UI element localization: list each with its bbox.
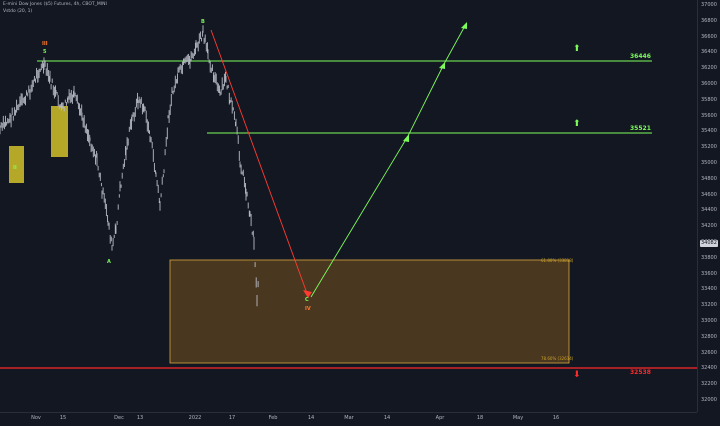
time-tick: May	[512, 415, 524, 421]
price-tick: 32800	[701, 333, 717, 340]
time-axis[interactable]: Nov 15 Dec 13 2022 17 Feb 14 Mar 14 Apr 18 May 16	[0, 412, 697, 426]
time-tick: 14	[307, 415, 315, 421]
time-tick: 14	[383, 415, 391, 421]
projection-up-arrowhead-2	[439, 62, 445, 69]
time-tick: Feb	[268, 415, 278, 421]
price-tick: 32200	[701, 381, 717, 388]
projection-up-arrowhead-1	[403, 134, 409, 142]
price-axis[interactable]: 37000 36800 36600 36400 36200 36000 35800 35600…	[697, 0, 720, 412]
price-tick: 33000	[701, 318, 717, 324]
wave-label-ii: II	[13, 165, 17, 171]
price-tick: 34400	[701, 207, 717, 214]
price-chart[interactable]	[0, 0, 697, 412]
projection-down-arrowhead	[303, 290, 312, 298]
wave-label-iii: III	[42, 41, 48, 47]
price-tick: 33600	[701, 270, 717, 277]
time-tick: 15	[59, 415, 67, 421]
fib-label-top: 61.80% (33818)	[541, 258, 574, 263]
price-tick: 35200	[701, 144, 717, 151]
projection-up-line	[310, 135, 409, 298]
wave-label-iv: IV	[305, 306, 311, 312]
symbol-legend: E-mini Dow Jones ($5) Futures, 4h, CBOT_…	[3, 2, 107, 7]
indicator-legend: Vstdo (20, 1)	[3, 9, 33, 14]
price-tick: 34800	[701, 175, 717, 182]
price-tick: 34600	[701, 191, 717, 198]
current-price-tag: 34082	[700, 240, 718, 247]
highlight-box-2	[51, 106, 68, 157]
level-support-label: 32538	[630, 369, 651, 376]
wave-label-5: 5	[43, 49, 47, 55]
wave-label-b: B	[201, 19, 205, 25]
level-middle-label: 35521	[630, 125, 651, 132]
price-tick: 35000	[701, 160, 717, 166]
time-tick: Dec	[114, 415, 124, 421]
up-arrow-icon: ⬆	[573, 44, 581, 54]
price-tick: 35600	[701, 112, 717, 119]
time-tick: 16	[552, 415, 560, 421]
up-arrow-icon: ⬆	[573, 119, 581, 129]
highlight-box-1	[9, 146, 24, 183]
price-tick: 32000	[701, 397, 717, 403]
price-tick: 36000	[701, 81, 717, 87]
projection-down-line	[210, 29, 309, 297]
time-tick: 13	[136, 415, 144, 421]
price-tick: 36600	[701, 33, 717, 40]
price-tick: 33400	[701, 286, 717, 293]
price-tick: 37000	[701, 2, 717, 8]
time-tick: Nov	[31, 415, 41, 421]
price-tick: 33800	[701, 254, 717, 261]
price-tick: 34200	[701, 223, 717, 230]
price-tick: 36800	[701, 17, 717, 24]
price-tick: 35800	[701, 96, 717, 103]
wave-label-a: A	[107, 259, 111, 265]
fib-zone	[169, 259, 570, 364]
price-tick: 36200	[701, 65, 717, 72]
price-tick: 32600	[701, 349, 717, 356]
price-tick: 35400	[701, 128, 717, 135]
price-tick: 32400	[701, 365, 717, 372]
time-tick: Apr	[435, 415, 445, 421]
time-tick: 17	[228, 415, 236, 421]
price-tick: 33200	[701, 302, 717, 309]
down-arrow-icon: ⬇	[573, 370, 581, 380]
chart-canvas[interactable]: E-mini Dow Jones ($5) Futures, 4h, CBOT_…	[0, 0, 697, 412]
level-upper-label: 36446	[630, 53, 651, 60]
price-tick: 36400	[701, 49, 717, 56]
projection-up-line-2	[407, 63, 445, 137]
fib-label-bottom: 78.60% (32614)	[541, 356, 574, 361]
time-tick: 2022	[188, 415, 202, 421]
candles	[0, 25, 259, 307]
time-tick: 18	[476, 415, 484, 421]
wave-label-c: C	[305, 297, 309, 303]
projection-up-arrowhead-3	[461, 22, 467, 29]
time-tick: Mar	[344, 415, 354, 421]
projection-up-line-3	[443, 23, 467, 65]
